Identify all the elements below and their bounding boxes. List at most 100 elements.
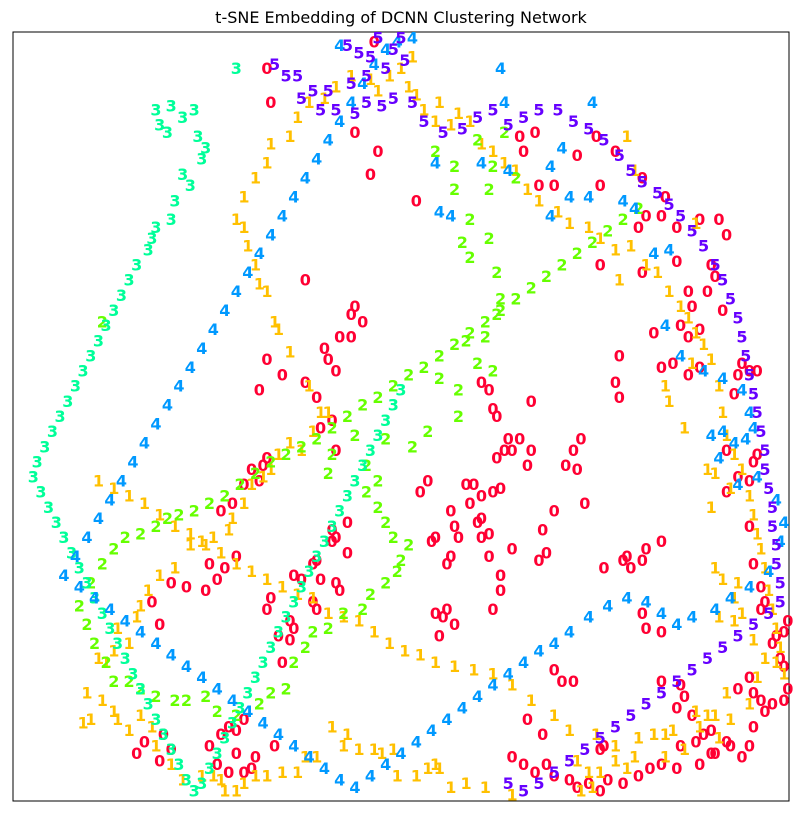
point-label-0: 0: [694, 210, 705, 229]
point-label-0: 0: [595, 782, 606, 801]
point-label-0: 0: [441, 555, 452, 574]
point-label-2: 2: [97, 555, 108, 574]
point-label-1: 1: [660, 725, 671, 744]
point-label-0: 0: [330, 362, 341, 381]
point-label-0: 0: [537, 521, 548, 540]
point-label-1: 1: [667, 721, 678, 740]
point-label-1: 1: [277, 577, 288, 596]
point-label-1: 1: [621, 759, 632, 778]
point-label-0: 0: [755, 600, 766, 619]
point-label-0: 0: [721, 441, 732, 460]
point-label-4: 4: [687, 608, 698, 627]
point-label-2: 2: [434, 346, 445, 365]
point-label-2: 2: [430, 142, 441, 161]
point-label-2: 2: [495, 301, 506, 320]
point-label-0: 0: [495, 479, 506, 498]
point-label-0: 0: [227, 494, 238, 513]
point-label-0: 0: [484, 524, 495, 543]
point-label-2: 2: [480, 312, 491, 331]
point-label-4: 4: [778, 513, 789, 532]
point-label-2: 2: [491, 263, 502, 282]
point-label-1: 1: [395, 59, 406, 78]
point-label-5: 5: [675, 206, 686, 225]
point-label-1: 1: [752, 668, 763, 687]
point-label-2: 2: [403, 536, 414, 555]
point-label-0: 0: [231, 744, 242, 763]
point-label-3: 3: [43, 498, 54, 517]
point-label-2: 2: [526, 278, 537, 297]
point-label-3: 3: [357, 456, 368, 475]
point-label-3: 3: [120, 649, 131, 668]
point-label-1: 1: [564, 721, 575, 740]
point-label-2: 2: [150, 687, 161, 706]
point-label-1: 1: [763, 581, 774, 600]
point-label-2: 2: [602, 222, 613, 241]
point-label-0: 0: [687, 297, 698, 316]
point-label-0: 0: [238, 763, 249, 782]
point-label-5: 5: [763, 604, 774, 623]
point-label-1: 1: [729, 611, 740, 630]
point-label-0: 0: [487, 600, 498, 619]
point-label-0: 0: [154, 615, 165, 634]
point-label-3: 3: [62, 392, 73, 411]
point-label-1: 1: [231, 782, 242, 801]
point-label-1: 1: [725, 479, 736, 498]
point-label-0: 0: [778, 691, 789, 710]
point-label-3: 3: [388, 396, 399, 415]
point-label-1: 1: [591, 725, 602, 744]
point-label-1: 1: [418, 100, 429, 119]
point-label-0: 0: [204, 736, 215, 755]
point-label-2: 2: [327, 445, 338, 464]
point-label-1: 1: [273, 445, 284, 464]
point-label-3: 3: [150, 218, 161, 237]
point-label-0: 0: [687, 706, 698, 725]
point-label-0: 0: [166, 574, 177, 593]
point-label-4: 4: [717, 422, 728, 441]
point-label-0: 0: [315, 570, 326, 589]
point-label-1: 1: [449, 657, 460, 676]
point-label-0: 0: [522, 456, 533, 475]
point-label-0: 0: [495, 581, 506, 600]
point-label-1: 1: [480, 778, 491, 797]
point-label-0: 0: [579, 494, 590, 513]
point-label-4: 4: [208, 320, 219, 339]
point-label-0: 0: [725, 736, 736, 755]
point-label-0: 0: [288, 566, 299, 585]
point-label-4: 4: [265, 225, 276, 244]
point-label-2: 2: [480, 328, 491, 347]
point-label-2: 2: [338, 604, 349, 623]
point-label-5: 5: [595, 729, 606, 748]
point-label-0: 0: [625, 558, 636, 577]
point-label-4: 4: [430, 153, 441, 172]
point-label-4: 4: [503, 161, 514, 180]
point-label-2: 2: [265, 683, 276, 702]
point-label-0: 0: [484, 547, 495, 566]
point-label-0: 0: [541, 755, 552, 774]
point-label-0: 0: [277, 365, 288, 384]
point-label-1: 1: [261, 153, 272, 172]
point-label-0: 0: [484, 381, 495, 400]
point-label-4: 4: [487, 676, 498, 695]
point-label-2: 2: [323, 464, 334, 483]
point-label-0: 0: [453, 528, 464, 547]
point-label-4: 4: [675, 346, 686, 365]
point-label-1: 1: [507, 786, 518, 805]
point-label-0: 0: [568, 672, 579, 691]
point-label-0: 0: [215, 502, 226, 521]
point-label-4: 4: [775, 532, 786, 551]
point-label-4: 4: [740, 430, 751, 449]
point-label-4: 4: [346, 93, 357, 112]
point-label-0: 0: [415, 483, 426, 502]
point-label-0: 0: [564, 770, 575, 789]
point-label-4: 4: [407, 29, 418, 48]
point-label-3: 3: [304, 562, 315, 581]
point-label-1: 1: [78, 714, 89, 733]
point-label-0: 0: [533, 551, 544, 570]
point-label-0: 0: [449, 517, 460, 536]
point-label-1: 1: [300, 748, 311, 767]
point-label-4: 4: [587, 93, 598, 112]
point-label-4: 4: [334, 112, 345, 131]
point-label-1: 1: [683, 309, 694, 328]
point-label-3: 3: [112, 634, 123, 653]
point-label-0: 0: [748, 452, 759, 471]
